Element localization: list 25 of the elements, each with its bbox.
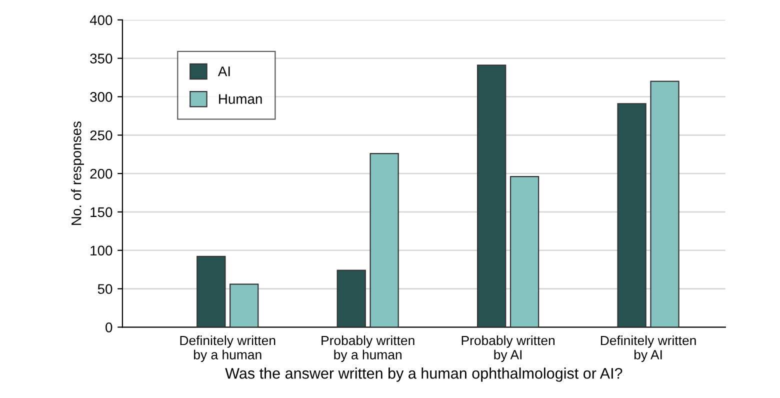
y-tick-label: 200 — [90, 168, 112, 179]
y-tick-label: 400 — [90, 15, 112, 26]
bar — [650, 80, 680, 328]
y-tick-label: 300 — [90, 92, 112, 102]
y-tick-label: 0 — [106, 322, 112, 332]
bar — [617, 103, 646, 328]
legend-label: Human — [219, 94, 262, 104]
bar — [196, 256, 226, 328]
bar — [510, 176, 540, 328]
y-tick-label: 150 — [90, 207, 112, 218]
bar — [477, 64, 506, 328]
x-tick-label: Definitely written by a human — [180, 335, 276, 362]
x-tick-label: Definitely written by AI — [600, 335, 696, 362]
bar — [370, 153, 399, 328]
y-axis-title: No. of responses — [71, 122, 84, 225]
legend-label: AI — [218, 66, 230, 76]
y-tick-label: 100 — [90, 246, 112, 256]
bar — [230, 284, 259, 328]
x-tick-label: Probably written by a human — [322, 335, 414, 362]
y-tick-label: 50 — [98, 284, 112, 294]
y-tick-label: 350 — [90, 54, 112, 64]
y-tick-label: 250 — [90, 130, 112, 140]
x-axis-title: Was the answer written by a human ophthalmologist or AI? — [225, 368, 622, 382]
bar — [336, 270, 366, 328]
x-tick-label: Probably written by AI — [462, 335, 555, 362]
